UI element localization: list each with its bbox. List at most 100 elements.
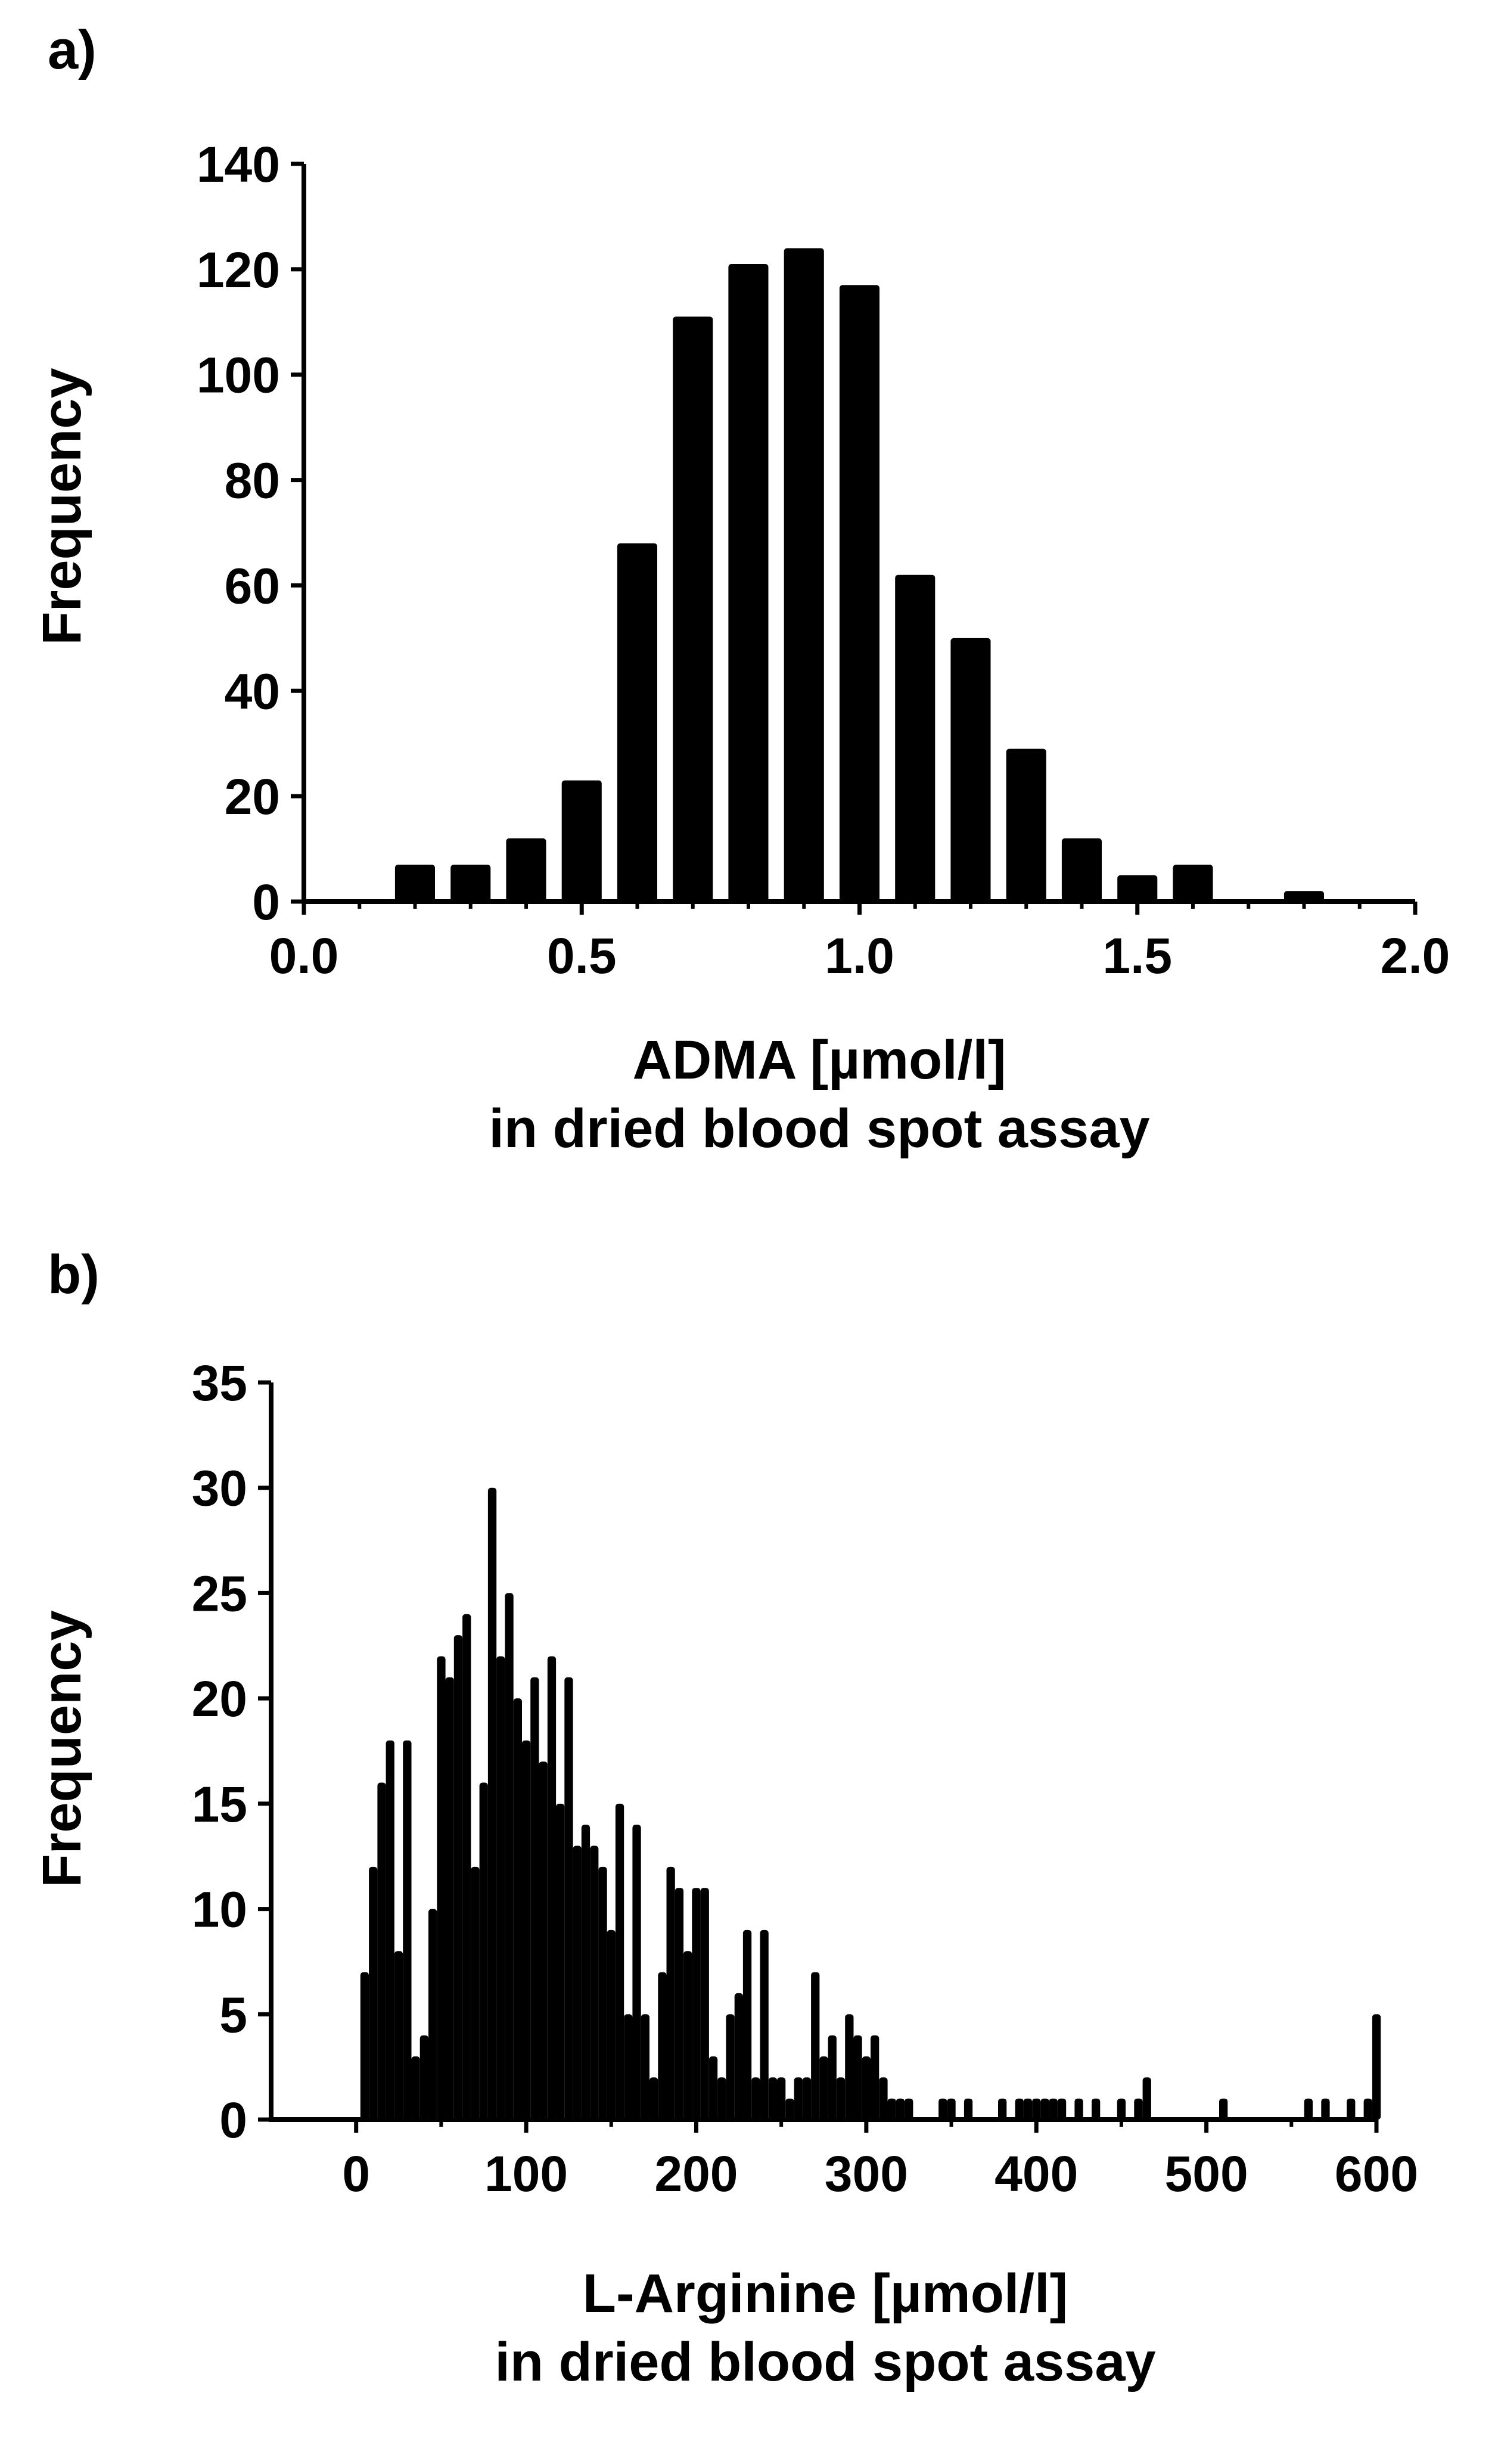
bar: [496, 1656, 505, 2120]
bar: [947, 2098, 956, 2120]
bar: [369, 1866, 378, 2120]
bar: [895, 574, 936, 902]
bar: [1173, 865, 1213, 902]
bar: [564, 1677, 573, 2120]
bar: [1363, 2098, 1372, 2120]
bar: [649, 2077, 658, 2120]
bar: [403, 1740, 412, 2120]
y-axis-label: Frequency: [32, 368, 92, 645]
bar: [950, 638, 991, 902]
bar: [1023, 2098, 1033, 2120]
bar: [1347, 2098, 1356, 2120]
bar: [590, 1845, 599, 2120]
bar: [1142, 2077, 1151, 2120]
bar: [1283, 891, 1324, 902]
bar: [666, 1866, 675, 2120]
bar: [938, 2098, 947, 2120]
bar: [394, 1951, 403, 2120]
bar: [734, 1993, 743, 2120]
bar: [871, 2035, 879, 2120]
x-tick-label: 2.0: [1381, 928, 1450, 984]
bar: [539, 1761, 548, 2120]
bar: [728, 264, 769, 902]
bar: [828, 2035, 837, 2120]
bar: [428, 1909, 437, 2120]
bar: [785, 2098, 794, 2120]
bar: [1057, 2098, 1067, 2120]
bar: [450, 865, 491, 902]
bar: [581, 1825, 591, 2120]
y-tick-label: 0: [219, 2092, 247, 2148]
x-tick-label: 1.5: [1102, 928, 1172, 984]
bar: [845, 2014, 854, 2120]
panel-label: b): [48, 1244, 100, 1305]
bar: [462, 1614, 471, 2120]
bar: [1061, 838, 1102, 902]
bar: [487, 1487, 497, 2120]
bar: [1372, 2014, 1381, 2120]
bar: [673, 316, 713, 902]
bar: [598, 1866, 607, 2120]
bar: [471, 1866, 480, 2120]
y-axis-label: Frequency: [32, 1610, 92, 1887]
bar: [1134, 2098, 1143, 2120]
bar: [811, 1972, 820, 2120]
bar: [658, 1972, 667, 2120]
y-tick-label: 25: [192, 1565, 247, 1621]
bar: [479, 1782, 488, 2120]
bar: [964, 2098, 973, 2120]
bar: [377, 1782, 386, 2120]
bar: [386, 1740, 394, 2120]
bar: [853, 2035, 862, 2120]
bar: [547, 1656, 557, 2120]
x-axis-label-line2: in dried blood spot assay: [495, 2332, 1155, 2392]
bar: [998, 2098, 1007, 2120]
bar: [615, 1803, 624, 2120]
bar: [521, 1740, 531, 2120]
bar: [453, 1635, 463, 2120]
bar: [573, 1845, 582, 2120]
x-tick-label: 200: [654, 2146, 738, 2202]
y-tick-label: 30: [192, 1461, 247, 1517]
bar: [530, 1677, 539, 2120]
bar: [617, 543, 657, 902]
y-tick-label: 120: [197, 242, 280, 298]
bar: [360, 1972, 369, 2120]
y-tick-label: 100: [197, 347, 280, 403]
bar: [905, 2098, 913, 2120]
axes: 0 20 40 60 80 100 120 140 0.0 0.5 1.0 1.5 2.0: [197, 136, 1450, 984]
bar: [437, 1656, 446, 2120]
panel-a: a) 0 20 40 60 80 100 120 140 0.0 0.5 1.0 1.5 2.0 ADM…: [32, 20, 1450, 1159]
bar: [692, 1888, 701, 2120]
y-tick-label: 20: [225, 769, 280, 825]
bar: [784, 248, 824, 902]
bar: [445, 1677, 454, 2120]
x-tick-label: 100: [484, 2146, 568, 2202]
x-tick-label: 500: [1165, 2146, 1248, 2202]
bar: [760, 1929, 769, 2120]
bar: [836, 2077, 846, 2120]
bar: [624, 2014, 633, 2120]
x-tick-label: 400: [994, 2146, 1078, 2202]
x-tick-label: 0: [342, 2146, 370, 2202]
bar: [794, 2077, 803, 2120]
bar: [632, 1825, 641, 2120]
y-tick-label: 5: [219, 1987, 247, 2043]
y-tick-label: 140: [197, 136, 280, 192]
bar-series: [360, 1487, 1381, 2120]
bar: [768, 2077, 778, 2120]
panel-label: a): [48, 20, 97, 80]
bar: [700, 1888, 709, 2120]
bar: [675, 1888, 684, 2120]
x-tick-label: 0.5: [547, 928, 617, 984]
bar: [1321, 2098, 1330, 2120]
bar: [1074, 2098, 1083, 2120]
y-tick-label: 20: [192, 1671, 247, 1727]
bar: [717, 2077, 726, 2120]
bar: [419, 2035, 428, 2120]
bar: [896, 2098, 905, 2120]
bar-series: [394, 248, 1324, 902]
y-tick-label: 10: [192, 1882, 247, 1938]
bar: [879, 2077, 888, 2120]
